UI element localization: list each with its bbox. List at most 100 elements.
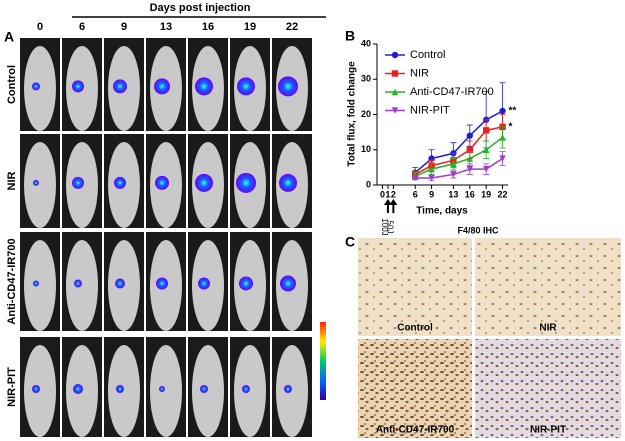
signal	[116, 385, 124, 393]
series-line	[414, 136, 503, 177]
signal	[155, 175, 169, 190]
signal	[195, 77, 213, 96]
panel-c: C F4/80 IHC Control NIR Anti-CD47-IR700 NIR…	[345, 225, 621, 438]
legend-marker	[391, 70, 399, 77]
ihc-label: NIR-PIT	[530, 425, 566, 436]
signal	[32, 385, 40, 393]
arrow-head	[383, 199, 392, 205]
y-tick-label: 40	[361, 38, 371, 48]
x-tick-label: 19	[481, 189, 491, 199]
panel-label: B	[345, 28, 355, 44]
signal	[280, 275, 296, 292]
ihc-image	[475, 238, 621, 336]
signal	[200, 385, 208, 393]
legend-label: Control	[410, 49, 445, 61]
marker	[450, 160, 457, 168]
row-label: Control	[6, 65, 18, 104]
panel-label: A	[4, 29, 14, 45]
ihc-image	[358, 339, 472, 438]
signal	[113, 79, 127, 94]
mouse-body	[234, 345, 266, 437]
marker	[499, 155, 506, 162]
significance: *	[509, 121, 513, 132]
treatment-label: 50J	[385, 221, 394, 234]
mouse-body	[192, 345, 224, 437]
signal	[278, 76, 298, 97]
marker	[466, 146, 473, 153]
x-tick-label: 0	[380, 189, 385, 199]
signal	[72, 176, 84, 189]
panel-title: F4/80 IHC	[457, 225, 499, 235]
arrow-head	[389, 199, 398, 205]
signal	[279, 173, 297, 192]
row-label: NIR-PIT	[6, 367, 18, 407]
signal	[156, 277, 168, 290]
signal	[236, 172, 256, 193]
signal	[242, 385, 250, 393]
signal	[237, 77, 255, 96]
treatment-label: 100J	[380, 218, 389, 235]
mouse-body	[24, 142, 56, 228]
x-tick-label: 16	[465, 189, 475, 199]
x-axis-label: Time, days	[416, 206, 468, 217]
panel-label: C	[345, 234, 355, 250]
day-label: 19	[244, 21, 256, 33]
y-tick-label: 0	[366, 179, 371, 189]
row-label: Anti-CD47-IR700	[6, 238, 18, 324]
signal	[284, 385, 292, 393]
signal	[74, 279, 82, 288]
y-tick-label: 10	[361, 144, 371, 154]
marker	[466, 165, 473, 173]
ihc-label: NIR	[539, 323, 557, 334]
signal	[159, 386, 165, 392]
legend-label: Anti-CD47-IR700	[410, 86, 494, 98]
marker	[428, 174, 435, 182]
y-axis-label: Total flux, fold change	[347, 61, 358, 167]
signal	[198, 277, 210, 290]
day-label: 6	[79, 21, 85, 33]
x-tick-label: 6	[413, 189, 418, 199]
y-tick-label: 20	[361, 109, 371, 119]
signal	[33, 280, 39, 287]
signal	[114, 176, 126, 189]
day-label: 13	[160, 21, 172, 33]
panel-b: B Time, days Total flux, fold change 010…	[345, 28, 516, 236]
mouse-body	[24, 240, 56, 331]
signal	[32, 82, 40, 91]
marker	[499, 134, 506, 141]
mouse-body	[24, 345, 56, 437]
x-tick-label: 22	[498, 189, 508, 199]
ihc-label: Control	[397, 323, 433, 334]
day-label: 0	[37, 21, 43, 33]
legend-label: NIR-PIT	[410, 104, 450, 116]
marker	[482, 146, 490, 153]
marker	[482, 127, 490, 134]
y-tick-label: 30	[361, 74, 371, 84]
signal	[195, 173, 213, 192]
marker	[466, 132, 473, 139]
day-label: 22	[286, 21, 298, 33]
signal	[115, 278, 125, 289]
legend-label: NIR	[410, 67, 429, 79]
ihc-image	[475, 339, 621, 438]
marker	[466, 155, 473, 162]
row-label: NIR	[6, 171, 18, 190]
x-tick-label: 1	[385, 189, 390, 199]
signal	[33, 179, 39, 186]
header: Days post injection	[150, 2, 251, 14]
series-line	[415, 157, 503, 179]
marker	[499, 107, 506, 115]
x-tick-label: 13	[448, 189, 458, 199]
marker	[450, 171, 457, 178]
marker	[412, 174, 419, 182]
signal	[73, 384, 83, 394]
legend-marker	[391, 88, 399, 96]
legend-marker	[391, 107, 399, 114]
mouse-body	[108, 345, 140, 437]
day-label: 16	[202, 21, 214, 33]
mouse-body	[24, 46, 56, 131]
panel-a: A Days post injection 0 6 9 13 16 19 22 Control…	[4, 2, 326, 437]
mouse-body	[66, 240, 98, 331]
marker	[482, 165, 490, 173]
